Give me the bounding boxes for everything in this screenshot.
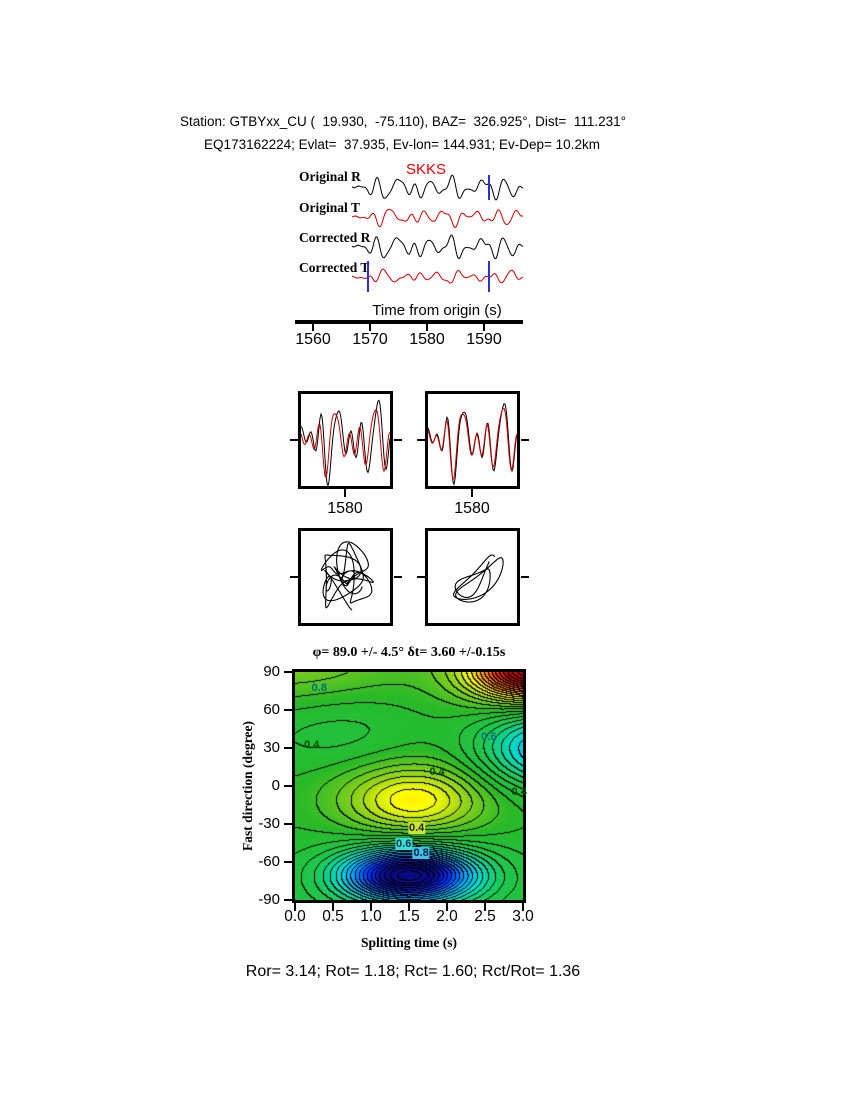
contour-xtick [370, 903, 372, 911]
trace-path [428, 407, 517, 482]
panel-tick [290, 439, 298, 441]
contour-xlabel: Splitting time (s) [361, 935, 457, 950]
contour-ytick [284, 823, 292, 825]
trace-path [351, 268, 523, 284]
time-tick [426, 324, 428, 331]
contour-level-label: 0.8 [492, 681, 508, 694]
contour-ytick [284, 861, 292, 863]
phase-arrival-marker [488, 175, 490, 200]
contour-ytick [284, 671, 292, 673]
panel-tick [471, 489, 473, 497]
panel-tick [290, 576, 298, 578]
particle-motion-right [453, 554, 504, 603]
contour-xtick [522, 903, 524, 911]
contour-ytick-label: -60 [258, 853, 280, 870]
contour-ytick-label: 60 [263, 701, 280, 718]
contour-level-label: 0.4 [304, 739, 320, 752]
quality-ratios: Ror= 3.14; Rot= 1.18; Rct= 1.60; Rct/Rot… [245, 963, 581, 980]
particle-motion-right-panel [425, 528, 520, 626]
contour-ytick-label: 90 [263, 663, 280, 680]
contour-xtick [408, 903, 410, 911]
contour-xtick [294, 903, 296, 911]
contour-xtick-label: 1.0 [360, 908, 382, 925]
contour-xtick-label: 1.5 [398, 908, 420, 925]
contour-xtick-label: 0.5 [322, 908, 344, 925]
trace-path [351, 234, 523, 260]
waveform-overlay-left [301, 399, 390, 486]
time-axis-line [295, 320, 523, 324]
time-tick [483, 324, 485, 331]
panel-tick [417, 439, 425, 441]
trace-label-corrected-t: Corrected T [299, 260, 370, 275]
waveform-overlay-left-panel [298, 391, 393, 489]
trace-label-original-r: Original R [299, 169, 361, 184]
contour-level-label: 0.4 [407, 821, 426, 834]
panel-tick [417, 576, 425, 578]
contour-title: φ= 89.0 +/- 4.5° δt= 3.60 +/-0.15s [312, 645, 506, 660]
panel-tick [344, 489, 346, 497]
time-tick-label: 1590 [466, 331, 502, 348]
contour-xtick [332, 903, 334, 911]
time-tick [312, 324, 314, 331]
contour-level-label: 0.8 [311, 682, 327, 695]
phase-label: SKKS [405, 161, 447, 178]
contour-xtick-label: 3.0 [512, 908, 534, 925]
time-tick-label: 1560 [295, 331, 331, 348]
contour-ytick [284, 747, 292, 749]
contour-level-label: 0.6 [481, 730, 497, 743]
contour-level-label: 0.8 [412, 847, 430, 860]
trace-path [428, 403, 517, 486]
contour-level-label: 0.4 [429, 766, 445, 779]
contour-ytick-label: 30 [263, 739, 280, 756]
trace-path [301, 408, 390, 480]
panel-tick [394, 439, 402, 441]
station-header: Station: GTBYxx_CU ( 19.930, -75.110), B… [179, 114, 627, 129]
contour-xtick [446, 903, 448, 911]
contour-xtick [484, 903, 486, 911]
contour-ytick [284, 899, 292, 901]
contour-level-label: 0.4 [511, 786, 527, 799]
window-end-marker [488, 261, 490, 292]
event-header: EQ173162224; Evlat= 37.935, Ev-lon= 144.… [204, 137, 600, 152]
time-axis-label: Time from origin (s) [372, 302, 502, 319]
waveform-overlay-right-panel [425, 391, 520, 489]
contour-xtick-label: 0.0 [284, 908, 306, 925]
trace-path [351, 208, 523, 229]
contour-ytick [284, 785, 292, 787]
seismogram-traces [351, 174, 523, 284]
left-panel-time-tick: 1580 [327, 500, 363, 517]
time-tick-label: 1580 [409, 331, 445, 348]
contour-ytick-label: -30 [258, 815, 280, 832]
contour-xtick-label: 2.0 [436, 908, 458, 925]
trace-label-corrected-r: Corrected R [299, 230, 371, 245]
trace-path [453, 554, 504, 603]
particle-motion-left [320, 541, 374, 611]
panel-tick [521, 439, 529, 441]
time-tick-label: 1570 [352, 331, 388, 348]
contour-level-label: 0.6 [395, 838, 413, 851]
panel-tick [521, 576, 529, 578]
panel-tick [394, 576, 402, 578]
right-panel-time-tick: 1580 [454, 500, 490, 517]
contour-ylabel: Fast direction (degree) [240, 721, 255, 851]
trace-path [301, 399, 390, 486]
time-tick [369, 324, 371, 331]
contour-ytick-label: -90 [258, 891, 280, 908]
contour-xtick-label: 2.5 [474, 908, 496, 925]
waveform-overlay-right [428, 403, 517, 486]
window-start-marker [367, 261, 369, 292]
contour-field [295, 672, 523, 900]
trace-path [351, 174, 523, 201]
trace-path [320, 541, 374, 611]
misfit-contour-plot [292, 669, 526, 903]
particle-motion-left-panel [298, 528, 393, 626]
contour-ytick-label: 0 [271, 777, 280, 794]
contour-ytick [284, 709, 292, 711]
trace-label-original-t: Original T [299, 200, 360, 215]
